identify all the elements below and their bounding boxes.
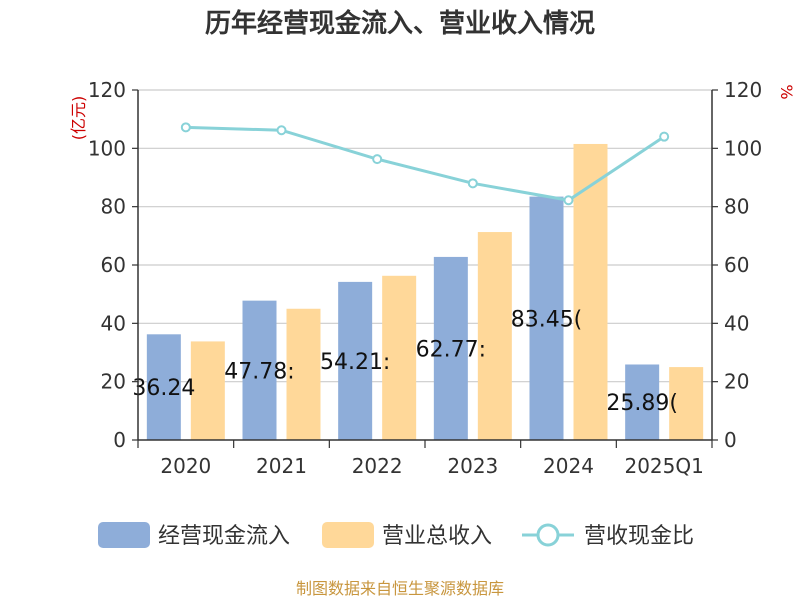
chart-title: 历年经营现金流入、营业收入情况 (205, 8, 595, 39)
bar-cash-inflow (625, 364, 660, 440)
right-tick-label: 100 (724, 136, 762, 160)
ratio-point (276, 125, 287, 136)
bar-data-label: 62.77: (416, 337, 486, 362)
right-tick-label: 80 (724, 195, 749, 219)
ratio-point (563, 195, 574, 206)
line-series (180, 122, 670, 206)
right-tick-label: 20 (724, 370, 749, 394)
bar-data-labels: 36.24 47.78: 54.21: 62.77: 83.45( 25.89( (132, 307, 678, 416)
legend-marker-ratio (536, 523, 560, 547)
left-tick-label: 120 (88, 78, 126, 102)
left-tick-label: 20 (101, 370, 126, 394)
bar-data-label: 83.45( (511, 307, 583, 332)
left-tick-label: 0 (113, 428, 126, 452)
left-tick-label: 100 (88, 136, 126, 160)
ratio-point (372, 154, 383, 165)
bar-cash-inflow (338, 281, 373, 440)
bar-cash-inflow (529, 196, 564, 440)
legend-swatch-revenue (322, 522, 374, 548)
legend-label-ratio: 营收现金比 (584, 524, 694, 549)
bar-revenue (573, 143, 608, 441)
bar-data-label: 25.89( (606, 391, 678, 416)
bar-cash-inflow (433, 256, 468, 440)
ratio-point (659, 131, 670, 142)
x-tick-label: 2020 (160, 454, 211, 478)
x-tick-label: 2023 (447, 454, 498, 478)
x-tick-label: 2021 (256, 454, 307, 478)
bar-series (146, 143, 704, 441)
bar-data-label: 36.24 (132, 376, 195, 401)
source-note: 制图数据来自恒生聚源数据库 (296, 579, 504, 598)
bar-revenue (382, 275, 417, 440)
right-axis-unit: % (777, 84, 796, 99)
bar-cash-inflow (242, 300, 277, 440)
left-tick-label: 40 (101, 311, 126, 335)
ratio-point (467, 178, 478, 189)
right-tick-label: 0 (724, 428, 737, 452)
x-tick-label: 2022 (352, 454, 403, 478)
right-tick-label: 120 (724, 78, 762, 102)
bar-revenue (669, 367, 704, 440)
x-tick-label: 2024 (543, 454, 594, 478)
legend: 经营现金流入 营业总收入 营收现金比 (98, 522, 694, 549)
legend-label-cash-inflow: 经营现金流入 (158, 524, 290, 549)
left-axis-ticks: 0 20 40 60 80 100 120 (88, 78, 138, 452)
right-tick-label: 40 (724, 311, 749, 335)
grid-lines (138, 89, 712, 383)
ratio-point (180, 122, 191, 133)
ratio-line (185, 125, 665, 202)
x-axis-ticks: 2020 2021 2022 2023 2024 2025Q1 (137, 440, 713, 478)
left-tick-label: 80 (101, 195, 126, 219)
bar-revenue (286, 308, 321, 440)
right-axis-ticks: 0 20 40 60 80 100 120 (712, 78, 762, 452)
left-tick-label: 60 (101, 253, 126, 277)
legend-swatch-cash-inflow (98, 522, 150, 548)
bar-data-label: 47.78: (224, 359, 294, 384)
x-tick-label: 2025Q1 (624, 454, 703, 478)
bar-revenue (477, 232, 512, 440)
bar-cash-inflow (146, 334, 181, 440)
legend-label-revenue: 营业总收入 (382, 524, 492, 549)
right-tick-label: 60 (724, 253, 749, 277)
left-axis-unit: (亿元) (69, 96, 88, 141)
bar-data-label: 54.21: (320, 350, 390, 375)
bar-revenue (190, 341, 225, 440)
